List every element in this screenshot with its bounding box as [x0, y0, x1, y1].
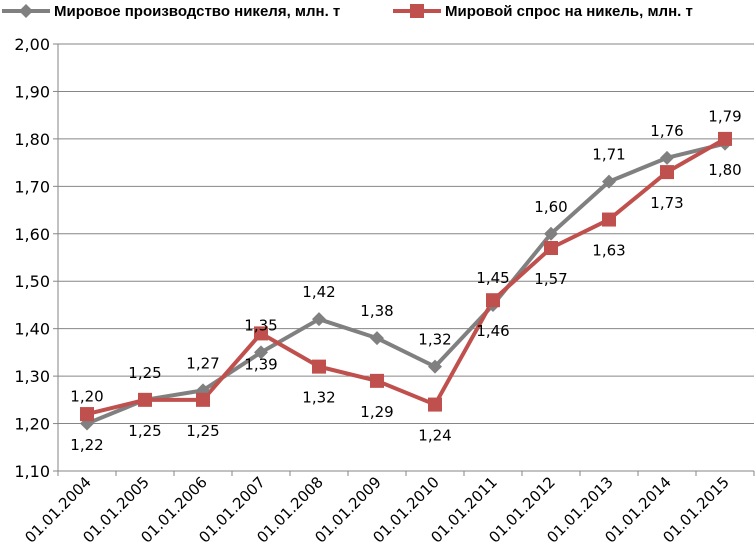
data-label: 1,25: [128, 364, 161, 382]
data-point-diamond: [602, 174, 616, 189]
data-label: 1,22: [70, 436, 103, 454]
data-label: 1,29: [360, 403, 393, 421]
data-point-square: [254, 326, 268, 341]
data-label: 1,24: [418, 427, 451, 445]
data-point-square: [602, 212, 616, 227]
data-point-diamond: [428, 359, 442, 374]
legend: Мировое производство никеля, млн. т Миро…: [0, 0, 756, 22]
data-label: 1,20: [70, 388, 103, 406]
y-tick-label: 1,80: [14, 130, 50, 149]
data-label: 1,32: [302, 389, 335, 407]
data-point-square: [138, 392, 152, 407]
data-point-diamond: [254, 345, 268, 360]
data-point-diamond: [370, 331, 384, 346]
data-label: 1,60: [534, 198, 567, 216]
data-labels: 1,20 1,25 1,27 1,35 1,42 1,38 1,32 1,45 1,60 1,71…: [70, 108, 741, 454]
data-label: 1,39: [244, 355, 277, 373]
series-line: [86, 137, 726, 417]
data-point-square: [196, 392, 210, 407]
y-tick-label: 1,30: [14, 367, 50, 386]
data-label: 1,42: [302, 283, 335, 301]
data-label: 1,27: [186, 354, 219, 372]
grid-lines: [53, 43, 755, 476]
y-axis-ticks: 1,10 1,20 1,30 1,40 1,50 1,60 1,70 1,80 1,90 2,00: [14, 35, 50, 481]
data-point-diamond: [660, 150, 674, 165]
y-tick-label: 1,40: [14, 320, 50, 339]
data-point-diamond: [544, 226, 558, 241]
y-tick-label: 1,60: [14, 225, 50, 244]
data-point-square: [370, 373, 384, 388]
data-label: 1,80: [708, 161, 741, 179]
data-label: 1,45: [476, 269, 509, 287]
data-point-square: [660, 165, 674, 180]
x-axis-ticks: 01.01.200401.01.200501.01.200601.01.2007…: [21, 473, 732, 546]
legend-label-demand: Мировой спрос на никель, млн. т: [445, 2, 693, 20]
diamond-marker-icon: [2, 3, 50, 19]
series-line: [86, 141, 726, 426]
data-label: 1,73: [650, 194, 683, 212]
data-label: 1,46: [476, 322, 509, 340]
legend-entry-demand: Мировой спрос на никель, млн. т: [393, 1, 693, 21]
data-point-diamond: [312, 312, 326, 327]
y-tick-label: 1,90: [14, 82, 50, 101]
y-tick-label: 1,20: [14, 415, 50, 434]
data-label: 1,25: [186, 422, 219, 440]
square-marker-icon: [393, 3, 441, 19]
data-label: 1,63: [592, 242, 625, 260]
y-tick-label: 1,70: [14, 177, 50, 196]
legend-label-production: Мировое производство никеля, млн. т: [54, 2, 341, 20]
data-point-square: [544, 241, 558, 256]
y-tick-label: 2,00: [14, 35, 50, 54]
data-point-square: [312, 359, 326, 374]
y-tick-label: 1,10: [14, 462, 50, 481]
data-label: 1,35: [244, 316, 277, 334]
data-label: 1,79: [708, 108, 741, 126]
data-label: 1,32: [418, 331, 451, 349]
legend-entry-production: Мировое производство никеля, млн. т: [2, 1, 340, 21]
data-label: 1,38: [360, 302, 393, 320]
data-label: 1,57: [534, 270, 567, 288]
data-point-square: [486, 293, 500, 308]
series-group: [80, 131, 732, 431]
data-label: 1,76: [650, 122, 683, 140]
data-point-square: [428, 397, 442, 412]
data-point-square: [718, 131, 732, 146]
y-tick-label: 1,50: [14, 272, 50, 291]
data-point-square: [80, 407, 94, 422]
data-label: 1,71: [592, 146, 625, 164]
data-label: 1,25: [128, 422, 161, 440]
